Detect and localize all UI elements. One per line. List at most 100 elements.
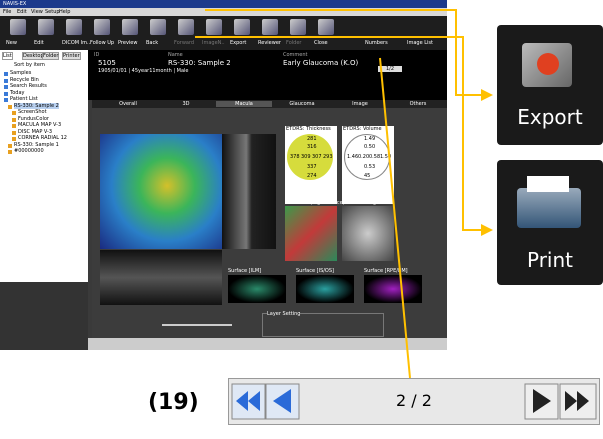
- tree-icon: [12, 124, 16, 128]
- tab: 3D: [182, 101, 190, 107]
- toolbar-button: Follow Up: [90, 40, 115, 46]
- menu-item: Edit: [17, 9, 27, 15]
- surface-title: Surface [IS/OS]: [296, 268, 334, 274]
- toolbar-icon: [290, 19, 306, 35]
- adjust-panel: [0, 282, 88, 350]
- toolbar-icon: [178, 19, 194, 35]
- page-counter: 1/2: [378, 66, 403, 72]
- print-label: Print: [526, 248, 573, 272]
- tree-item: RS-330: Sample 1: [14, 141, 59, 148]
- deviation-map: [285, 206, 337, 261]
- callout-line: [379, 57, 411, 379]
- print-callout: Print: [497, 160, 603, 285]
- print-paper: [527, 176, 569, 192]
- etdrs-chart: ETDRS: Thickness 281 316 378 309 307 293 337 274: [285, 126, 337, 204]
- toolbar-icon: [318, 19, 334, 35]
- toolbar-toggle: Numbers: [365, 40, 388, 46]
- tree-item: Search Results: [10, 83, 47, 89]
- etdrs-value: 307: [312, 154, 322, 160]
- export-label: Export: [517, 105, 583, 129]
- toolbar-icon: [234, 19, 250, 35]
- etdrs-circle: [287, 134, 333, 180]
- oct-bscan: [222, 134, 276, 249]
- toolbar-button: Forward: [174, 40, 195, 46]
- callout-line: [205, 9, 493, 101]
- toolbar-button: Close: [314, 40, 328, 46]
- toolbar-icon: [122, 19, 138, 35]
- volume-value: 45: [364, 173, 371, 179]
- tab-bar: Overall 3D Macula Glaucoma Image Others: [92, 100, 447, 108]
- tree-icon: [4, 72, 8, 76]
- etdrs-value: 293: [323, 154, 333, 160]
- etdrs-value: 337: [307, 164, 317, 170]
- tab: Overall: [119, 101, 137, 107]
- layer-setting: Layer Setting: [262, 311, 384, 337]
- tree-item: Today: [10, 89, 25, 96]
- toolbar-icon: [66, 19, 82, 35]
- sidebar: List Desktop Folder Printer Sort by item Samp…: [0, 50, 88, 350]
- volume-value: 0.58: [369, 154, 381, 160]
- surface-title: Surface [RPE/BM]: [364, 268, 408, 274]
- surface-title: Surface [ILM]: [228, 268, 262, 274]
- oct-scan: [100, 250, 222, 305]
- etdrs-value: 309: [301, 154, 311, 160]
- volume-value: 0.53: [364, 164, 376, 170]
- patient-header: ID 5105 Name RS-330: Sample 2 1905/01/01…: [88, 50, 447, 100]
- toolbar-button: Folder: [286, 40, 302, 46]
- toolbar-icon: [150, 19, 166, 35]
- tab: Glaucoma: [289, 101, 315, 107]
- tree-item: DISC MAP V-3: [18, 128, 53, 135]
- sidebar-tab: List: [2, 52, 13, 60]
- tree-icon: [4, 85, 8, 89]
- tree-item: #00000000: [14, 148, 44, 154]
- panel-title: Fundus Image: [344, 200, 380, 206]
- toolbar-icon: [206, 19, 222, 35]
- tree-icon: [4, 78, 8, 83]
- content: ETDRS: Thickness 281 316 378 309 307 293 337 274…: [92, 108, 447, 338]
- tree-item: ScreenShot: [18, 109, 47, 115]
- sort-label: Sort by item: [14, 62, 45, 68]
- label: Comment: [283, 52, 308, 58]
- volume-value: 0.50: [364, 144, 376, 150]
- toolbar-button: Preview: [118, 40, 138, 46]
- tree-icon: [12, 117, 16, 122]
- toolbar-toggle: Image List: [407, 40, 433, 46]
- tree-item: RS-330: Sample 2: [14, 102, 59, 109]
- sidebar-tab: Printer: [62, 52, 81, 60]
- app-window: NAVIS-EX File Edit View Setup Help New Edit DI…: [0, 0, 447, 350]
- toolbar-icon: [262, 19, 278, 35]
- menu-item: File: [3, 9, 12, 15]
- patient-info: 1905/01/01 | 45year11month | Male: [98, 68, 189, 74]
- volume-value: 0.20: [358, 154, 370, 160]
- volume-value: 1.49: [364, 136, 376, 142]
- panel-title: ETDRS: Thickness: [286, 126, 331, 132]
- tree-item: FundusColor: [18, 115, 49, 122]
- volume-value: 1.46: [347, 154, 359, 160]
- surface-image: [296, 275, 354, 303]
- tree-icon: [4, 91, 8, 96]
- etdrs-value: 378: [290, 154, 300, 160]
- export-icon-disc: [537, 53, 559, 75]
- label: ID: [94, 52, 100, 58]
- fundus-image: [342, 206, 394, 261]
- surface-image: [228, 275, 286, 303]
- toolbar-icon: [38, 19, 54, 35]
- toolbar: New Edit DICOM Im.. Follow Up Preview Back For…: [0, 16, 447, 50]
- toolbar-button: Edit: [34, 40, 44, 46]
- surface-image: [364, 275, 422, 303]
- title-bar: NAVIS-EX: [0, 0, 447, 8]
- export-callout: Export: [497, 25, 603, 145]
- window-title: NAVIS-EX: [3, 1, 27, 7]
- toolbar-button: Export: [230, 40, 247, 46]
- toolbar-icon: [94, 19, 110, 35]
- tree-item: CORNEA RADIAL 12: [18, 135, 67, 141]
- tree-item: MACULA MAP V-3: [18, 122, 62, 128]
- menu-item: View: [31, 9, 43, 15]
- toolbar-icon: [10, 19, 26, 35]
- menu-bar: File Edit View Setup Help: [0, 8, 447, 16]
- tab: Others: [409, 101, 427, 107]
- callout-number: (19): [148, 390, 199, 415]
- slider: [162, 324, 232, 326]
